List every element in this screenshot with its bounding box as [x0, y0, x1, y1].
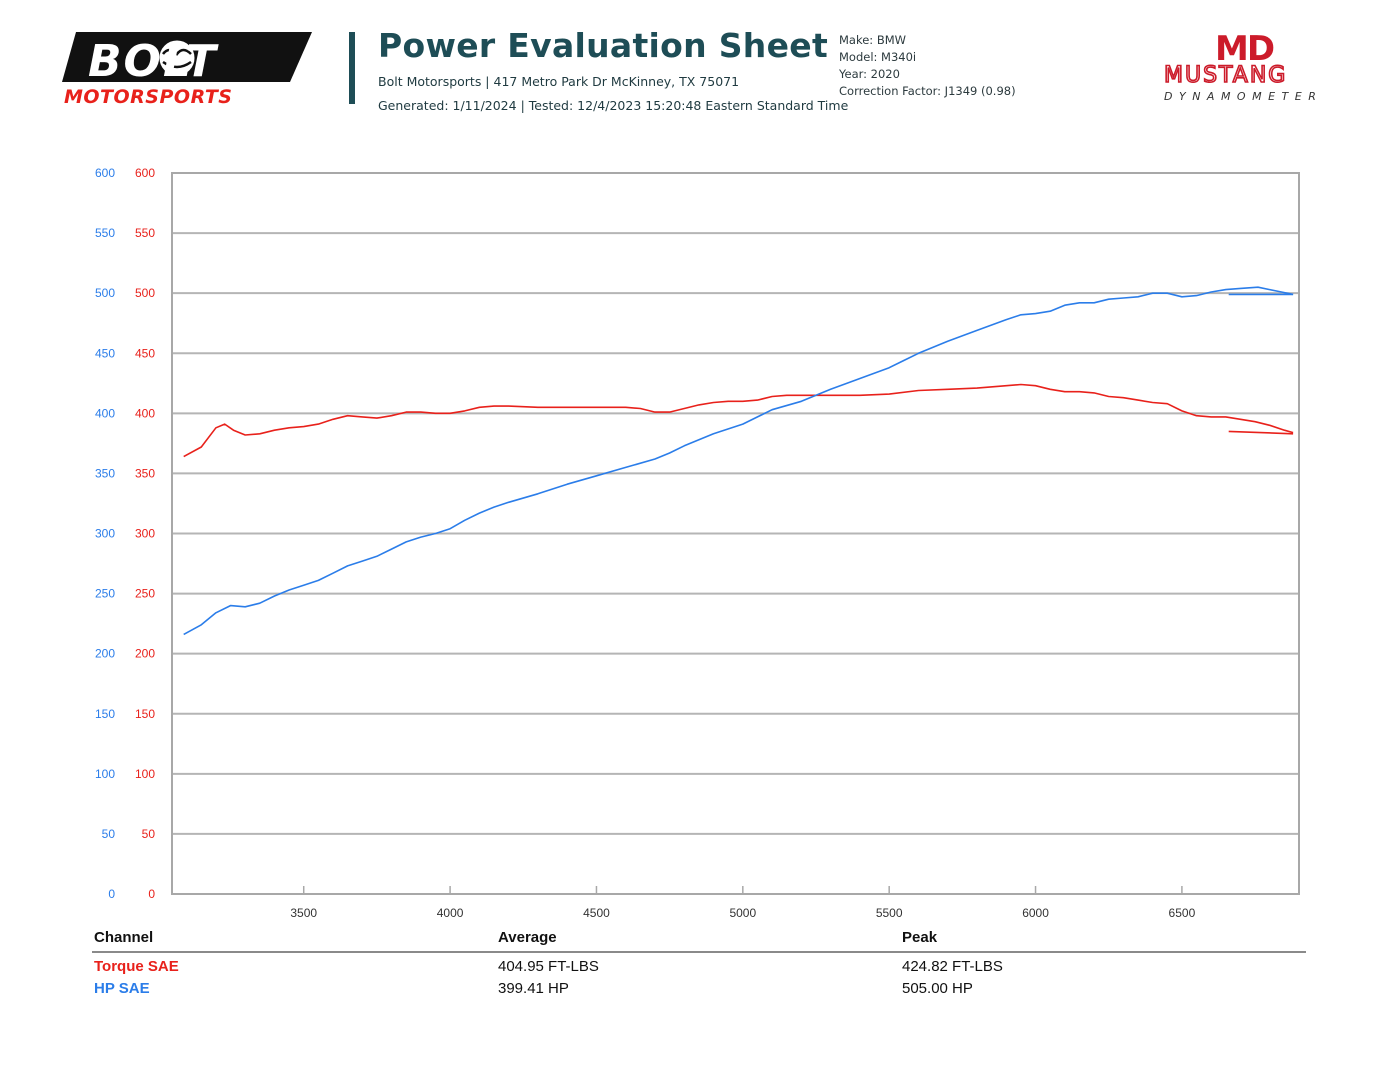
row-peak-torque: 424.82 FT-LBS — [902, 958, 1003, 975]
y-tick-hp-150: 150 — [95, 707, 115, 721]
y-tick-torque-0: 0 — [148, 887, 155, 901]
series-line-hp-sae — [183, 286, 1294, 636]
x-tick-5000: 5000 — [729, 906, 756, 920]
y-tick-hp-250: 250 — [95, 587, 115, 601]
x-tick-6500: 6500 — [1169, 906, 1196, 920]
series-line-torque-sae — [183, 383, 1294, 458]
y-tick-hp-100: 100 — [95, 767, 115, 781]
y-tick-hp-450: 450 — [95, 346, 115, 360]
y-tick-hp-200: 200 — [95, 647, 115, 661]
y-tick-torque-600: 600 — [135, 166, 155, 180]
grid — [172, 172, 1299, 895]
y-axis-labels: 0 0 50 50 100 100 150 150 200 200 250 250 300 300 350 3… — [95, 166, 155, 901]
y-tick-hp-550: 550 — [95, 226, 115, 240]
y-tick-torque-200: 200 — [135, 647, 155, 661]
bolt-motorsports-logo: BOLT MOTORSPORTS — [62, 30, 314, 108]
y-tick-hp-350: 350 — [95, 466, 115, 480]
y-tick-torque-50: 50 — [142, 827, 156, 841]
row-average-torque: 404.95 FT-LBS — [498, 958, 599, 975]
motorsports-logo-text: MOTORSPORTS — [64, 86, 232, 106]
dynamometer-word-text: DYNAMOMETER — [1164, 90, 1322, 103]
mustang-logo-graphic: MD MUSTANG DYNAMOMETER — [1163, 29, 1322, 103]
y-tick-hp-400: 400 — [95, 406, 115, 420]
y-tick-hp-600: 600 — [95, 166, 115, 180]
bolt-logo-text: BOLT — [88, 36, 219, 87]
row-channel-hp: HP SAE — [94, 980, 150, 997]
correction-factor: Correction Factor: J1349 (0.98) — [839, 84, 1016, 98]
y-tick-torque-550: 550 — [135, 226, 155, 240]
y-tick-hp-50: 50 — [102, 827, 116, 841]
x-tick-5500: 5500 — [876, 906, 903, 920]
y-tick-hp-0: 0 — [108, 887, 115, 901]
header-divider — [349, 32, 355, 104]
page-title: Power Evaluation Sheet — [378, 26, 829, 65]
x-axis-labels: 3500 4000 4500 5000 5500 6000 6500 — [290, 906, 1195, 920]
series-tail-torque-sae — [1228, 430, 1294, 435]
dyno-chart: 0 0 50 50 100 100 150 150 200 200 250 250 300 300 350 3… — [95, 166, 1300, 920]
bolt-logo-graphic: BOLT MOTORSPORTS — [62, 32, 312, 108]
y-tick-hp-300: 300 — [95, 527, 115, 541]
x-tick-3500: 3500 — [290, 906, 317, 920]
vehicle-make: Make: BMW — [839, 33, 907, 47]
mustang-dynamometer-logo: MD MUSTANG DYNAMOMETER — [1160, 29, 1336, 106]
series-lines — [183, 286, 1294, 636]
md-mark-text: MD — [1215, 30, 1274, 69]
col-header-average: Average — [498, 929, 557, 946]
col-header-channel: Channel — [94, 929, 154, 946]
y-tick-torque-150: 150 — [135, 707, 155, 721]
y-tick-torque-250: 250 — [135, 587, 155, 601]
y-tick-torque-450: 450 — [135, 346, 155, 360]
row-average-hp: 399.41 HP — [498, 980, 569, 997]
plot-frame — [171, 172, 1300, 895]
y-tick-torque-500: 500 — [135, 286, 155, 300]
x-tick-4000: 4000 — [437, 906, 464, 920]
row-channel-torque: Torque SAE — [94, 958, 179, 975]
shop-address: Bolt Motorsports | 417 Metro Park Dr McK… — [378, 74, 740, 89]
row-peak-hp: 505.00 HP — [902, 980, 973, 997]
vehicle-year: Year: 2020 — [839, 67, 900, 81]
y-tick-torque-400: 400 — [135, 406, 155, 420]
col-header-peak: Peak — [902, 929, 938, 946]
generated-tested-line: Generated: 1/11/2024 | Tested: 12/4/2023… — [378, 98, 849, 113]
y-tick-torque-100: 100 — [135, 767, 155, 781]
x-tick-4500: 4500 — [583, 906, 610, 920]
y-tick-torque-350: 350 — [135, 466, 155, 480]
y-tick-torque-300: 300 — [135, 527, 155, 541]
vehicle-model: Model: M340i — [839, 50, 917, 64]
y-tick-hp-500: 500 — [95, 286, 115, 300]
table-header-rule — [92, 951, 1306, 953]
mustang-word-text: MUSTANG — [1164, 63, 1287, 88]
x-tick-6000: 6000 — [1022, 906, 1049, 920]
